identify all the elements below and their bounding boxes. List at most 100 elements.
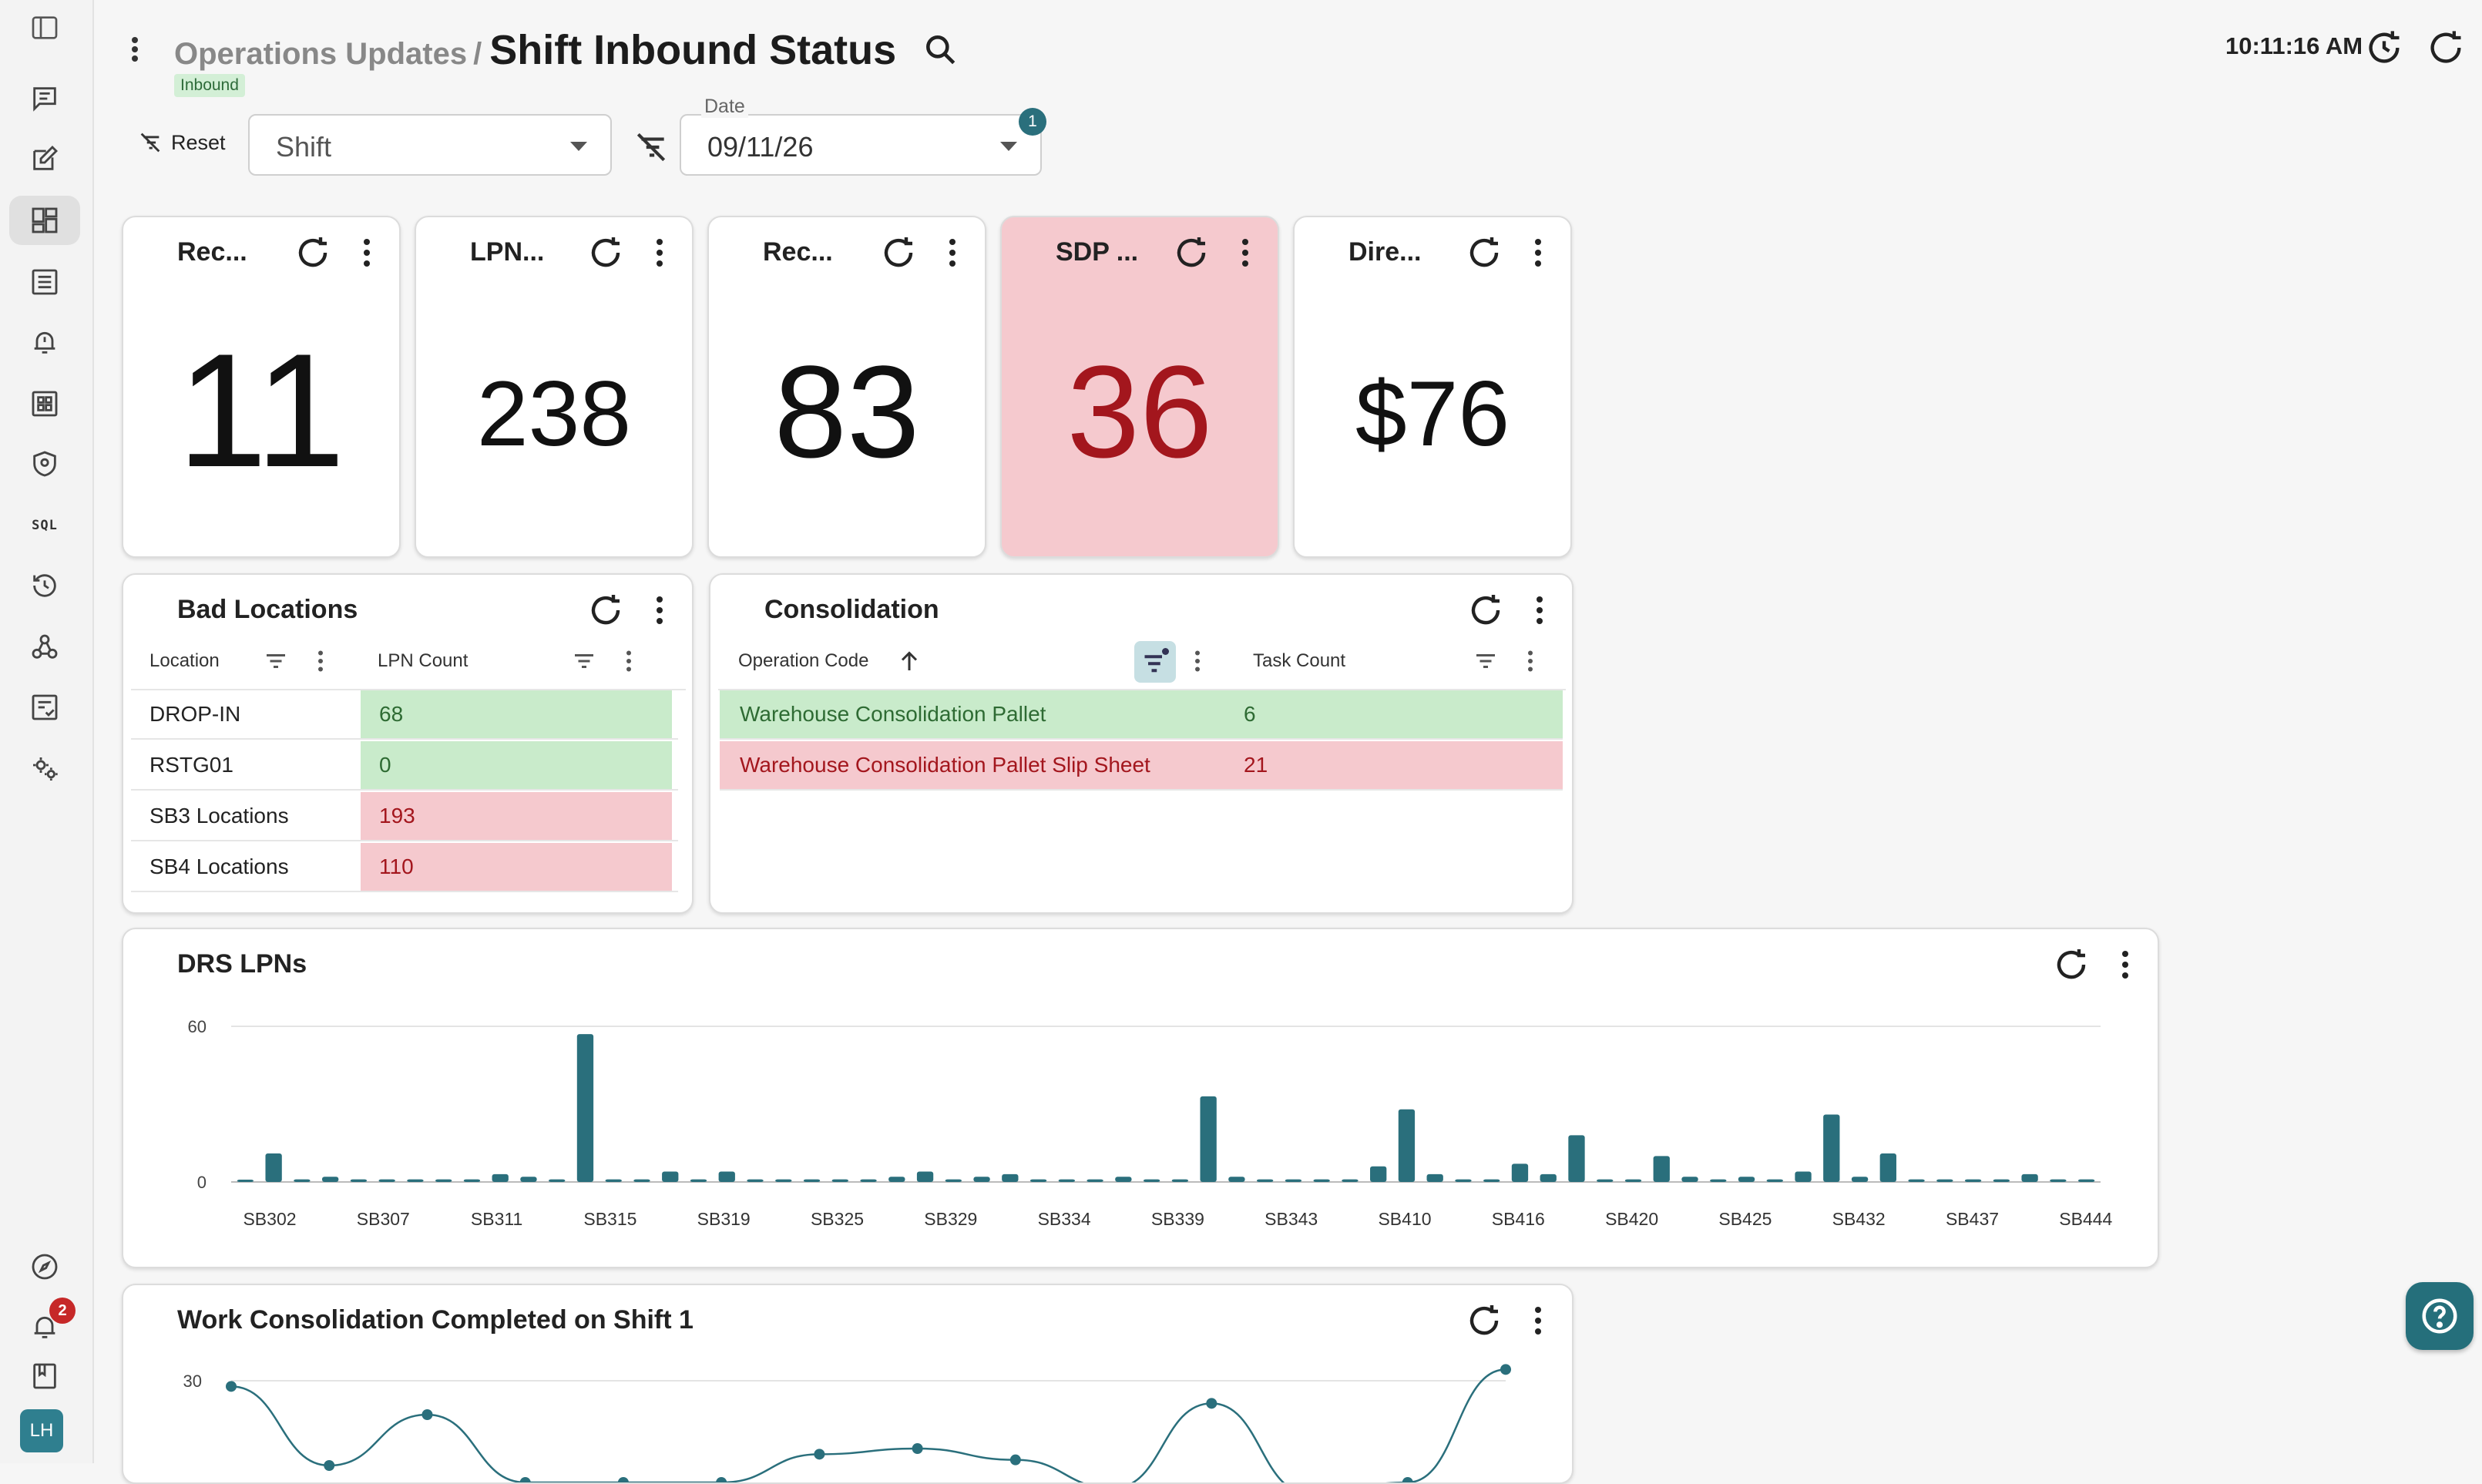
y-tick-label: 0 (197, 1173, 207, 1192)
sort-ascending-button[interactable] (895, 647, 923, 675)
sidebar-item-docs[interactable] (9, 1351, 80, 1401)
column-menu-button[interactable] (1184, 647, 1211, 675)
data-point (226, 1381, 237, 1392)
card-refresh-button[interactable] (2053, 946, 2090, 983)
breadcrumb-parent[interactable]: Operations Updates (174, 37, 468, 71)
bar (463, 1179, 481, 1182)
search-button[interactable] (922, 31, 960, 69)
table-row[interactable]: Warehouse Consolidation Pallet 6 (720, 690, 1563, 740)
column-menu-button[interactable] (1516, 647, 1544, 675)
card-menu-button[interactable] (641, 592, 678, 629)
help-button[interactable] (2406, 1282, 2474, 1350)
work-consolidation-line-chart: 30 (183, 1364, 1511, 1482)
card-menu-button[interactable] (641, 234, 678, 271)
checklist-icon (32, 694, 58, 720)
refresh-icon (591, 237, 620, 267)
x-tick-label: SB319 (697, 1209, 751, 1229)
card-refresh-button[interactable] (294, 234, 331, 271)
bar (1455, 1179, 1472, 1182)
column-header-location[interactable]: Location (149, 650, 220, 671)
card-refresh-button[interactable] (1466, 234, 1503, 271)
sidebar-item-sql[interactable]: SQL (9, 501, 80, 550)
table-row[interactable]: Warehouse Consolidation Pallet Slip Shee… (720, 741, 1563, 791)
refresh-all-button[interactable] (2426, 28, 2466, 68)
reset-filters-button[interactable]: Reset (137, 129, 226, 156)
user-avatar[interactable]: LH (20, 1409, 63, 1452)
x-tick-label: SB302 (243, 1209, 296, 1229)
card-menu-button[interactable] (1227, 234, 1264, 271)
bar (1342, 1179, 1359, 1182)
card-menu-button[interactable] (2107, 946, 2144, 983)
card-refresh-button[interactable] (880, 234, 917, 271)
data-point (1206, 1398, 1217, 1409)
table-row[interactable]: DROP-IN 68 (131, 690, 678, 740)
card-refresh-button[interactable] (587, 592, 624, 629)
bar (1851, 1177, 1869, 1182)
sidebar-item-settings[interactable] (9, 744, 80, 794)
card-refresh-button[interactable] (1467, 592, 1504, 629)
kpi-value: $76 (1355, 361, 1510, 465)
auto-refresh-button[interactable] (2364, 28, 2404, 68)
x-tick-label: SB311 (471, 1209, 522, 1229)
date-select[interactable]: 09/11/26 (680, 114, 1042, 176)
column-menu-button[interactable] (307, 647, 334, 675)
card-menu-button[interactable] (1520, 1302, 1557, 1339)
kebab-icon (1535, 239, 1541, 267)
sidebar-item-webhooks[interactable] (9, 623, 80, 672)
bar (1200, 1096, 1217, 1182)
sidebar-item-alerts[interactable] (9, 317, 80, 367)
card-refresh-button[interactable] (587, 234, 624, 271)
sidebar-toggle[interactable] (9, 3, 80, 52)
lpn-count-cell: 193 (361, 792, 672, 840)
refresh-icon (591, 595, 620, 625)
bar (2077, 1179, 2095, 1182)
shift-select[interactable]: Shift (248, 114, 612, 176)
card-menu-button[interactable] (348, 234, 385, 271)
bar (1115, 1177, 1132, 1182)
sidebar-item-dashboards[interactable] (9, 196, 80, 245)
column-header-lpn-count[interactable]: LPN Count (378, 650, 469, 671)
sidebar-item-notifications[interactable]: 2 (9, 1298, 80, 1351)
card-refresh-button[interactable] (1466, 1302, 1503, 1339)
table-row[interactable]: RSTG01 0 (131, 741, 678, 791)
table-row[interactable]: SB3 Locations 193 (131, 792, 678, 841)
kebab-icon (949, 239, 956, 267)
bar (2050, 1179, 2067, 1182)
card-menu-button[interactable] (1521, 592, 1558, 629)
kebab-icon (132, 37, 138, 62)
kpi-title: Dire... (1348, 237, 1422, 267)
bar (1993, 1179, 2010, 1182)
card-menu-button[interactable] (1520, 234, 1557, 271)
column-header-operation-code[interactable]: Operation Code (738, 650, 869, 671)
page-menu-button[interactable] (123, 34, 146, 65)
data-point (519, 1477, 531, 1482)
sidebar-item-edit[interactable] (9, 134, 80, 183)
card-refresh-button[interactable] (1173, 234, 1210, 271)
sidebar-item-explore[interactable] (9, 1242, 80, 1291)
x-tick-label: SB325 (811, 1209, 864, 1229)
column-filter-active-button[interactable] (1134, 641, 1176, 683)
bar (407, 1179, 424, 1182)
lpn-count-cell: 110 (361, 843, 672, 891)
filter-off-icon (636, 133, 666, 162)
sidebar-item-checklist[interactable] (9, 683, 80, 732)
sidebar-item-list[interactable] (9, 257, 80, 307)
card-menu-button[interactable] (934, 234, 971, 271)
clear-shift-filter-button[interactable] (632, 128, 670, 166)
filter-icon (267, 654, 285, 668)
sidebar-item-messages[interactable] (9, 74, 80, 123)
column-menu-button[interactable] (615, 647, 643, 675)
column-filter-button[interactable] (1472, 647, 1500, 675)
x-tick-label: SB437 (1946, 1209, 1999, 1229)
sidebar-item-security[interactable] (9, 439, 80, 489)
column-header-task-count[interactable]: Task Count (1253, 650, 1346, 671)
sidebar-item-history[interactable] (9, 561, 80, 610)
series-line (230, 1368, 1506, 1482)
table-row[interactable]: SB4 Locations 110 (131, 843, 678, 892)
column-filter-button[interactable] (570, 647, 598, 675)
book-icon (33, 1363, 56, 1389)
column-filter-button[interactable] (262, 647, 290, 675)
sidebar-item-apps[interactable] (9, 379, 80, 428)
operation-code-cell: Warehouse Consolidation Pallet (740, 702, 1046, 726)
kpi-card: Rec... 11 (122, 216, 401, 558)
